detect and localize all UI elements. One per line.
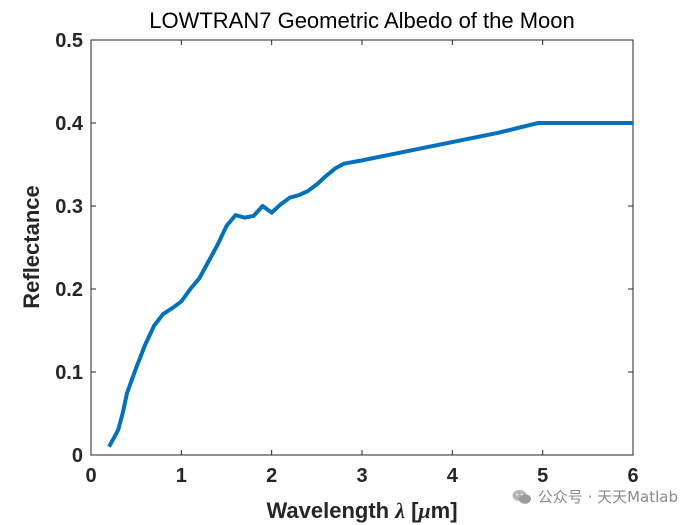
plot-frame: [90, 39, 634, 456]
x-axis-label-mu: μ: [417, 498, 430, 523]
y-tick-label: 0.2: [55, 279, 83, 301]
x-axis-label: Wavelength λ [μm]: [266, 498, 457, 523]
x-axis-label-unit-open: [: [405, 498, 419, 523]
wechat-icon: [512, 489, 531, 504]
albedo-line: [107, 121, 633, 448]
x-axis-label-lambda: λ: [394, 498, 405, 523]
x-axis-label-text: Wavelength: [266, 498, 395, 523]
chart-title: LOWTRAN7 Geometric Albedo of the Moon: [149, 8, 575, 33]
y-tick-label: 0.4: [55, 113, 84, 135]
y-axis-label: Reflectance: [19, 185, 44, 309]
x-tick-label: 0: [85, 465, 96, 487]
x-tick-label: 4: [447, 465, 459, 487]
x-axis-label-unit-close: m]: [431, 498, 458, 523]
y-tick-label: 0: [72, 445, 83, 467]
watermark: 公众号 · 天天Matlab: [512, 486, 678, 507]
x-tick-label: 2: [266, 465, 277, 487]
plot-area: 0 1 2 3 4 5 6 0 0.1 0.2 0.3 0.4 0.5: [55, 30, 638, 487]
x-tick-label: 1: [176, 465, 187, 487]
x-tick-label: 5: [537, 465, 548, 487]
y-tick-label: 0.1: [55, 362, 83, 384]
y-tick-label: 0.3: [55, 196, 83, 218]
x-tick-label: 6: [627, 465, 638, 487]
y-tick-label: 0.5: [55, 30, 83, 52]
watermark-text: 公众号 · 天天Matlab: [537, 488, 678, 506]
x-tick-label: 3: [356, 465, 367, 487]
